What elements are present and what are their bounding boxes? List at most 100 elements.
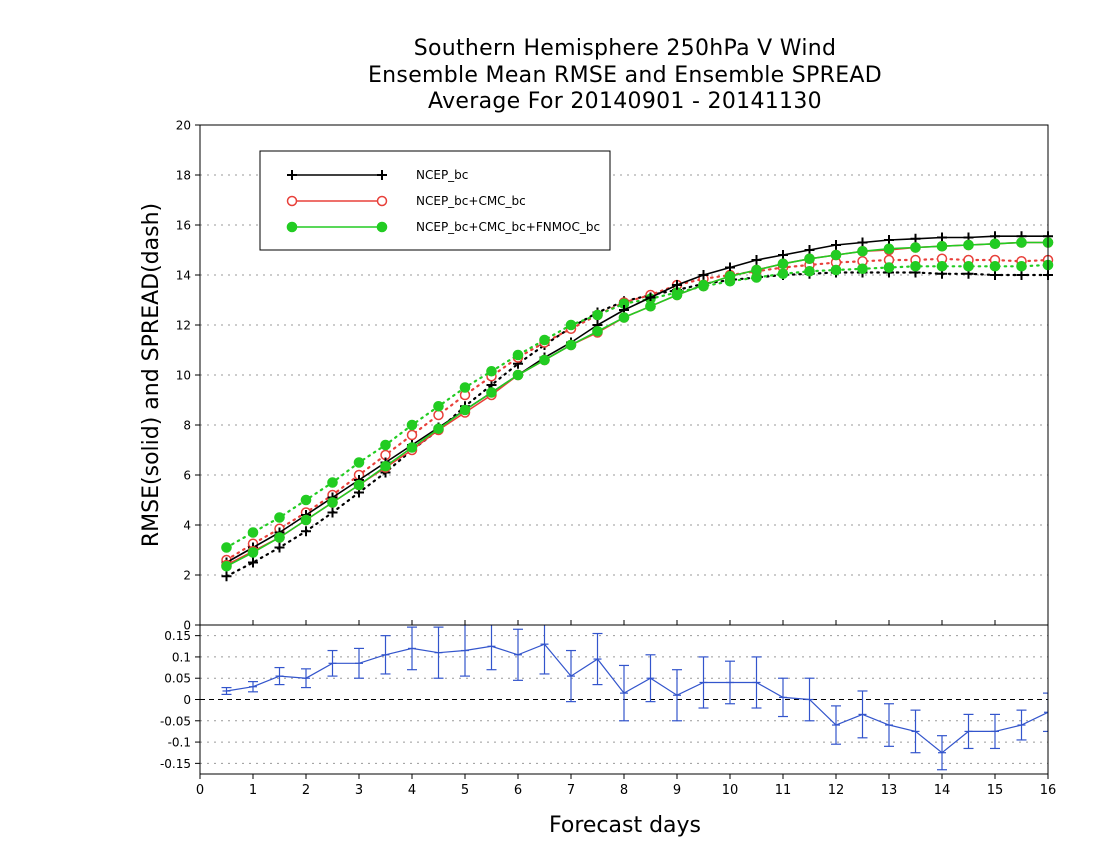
point-solid-0-19 xyxy=(725,262,735,273)
point-solid-2-7 xyxy=(406,442,418,453)
point-solid-2-12 xyxy=(539,354,550,366)
point-dotted-5-28 xyxy=(963,260,974,272)
point-solid-2-2 xyxy=(274,532,285,543)
y-tick-label-20: 20 xyxy=(176,119,191,133)
point-dotted-5-11 xyxy=(512,349,524,361)
point-solid-2-11 xyxy=(512,369,524,381)
point-dotted-5-14 xyxy=(592,309,603,321)
point-dotted-3-0 xyxy=(221,571,232,582)
point-dotted-5-22 xyxy=(804,265,815,277)
point-solid-2-27 xyxy=(936,240,948,252)
point-dotted-5-23 xyxy=(830,264,842,276)
point-solid-0-17 xyxy=(672,280,682,290)
bottom-y-tick-label-3: 0 xyxy=(183,693,191,707)
point-solid-2-0 xyxy=(221,560,232,572)
legend-marker-0-left-shape xyxy=(287,170,297,180)
point-dotted-5-29 xyxy=(989,260,1001,272)
point-dotted-5-0 xyxy=(221,542,232,553)
x-tick-label-4: 4 xyxy=(408,783,416,798)
point-solid-2-26 xyxy=(910,242,921,253)
point-dotted-4-7 xyxy=(406,429,418,441)
point-dotted-5-8 xyxy=(433,400,444,412)
point-solid-0-25 xyxy=(884,235,894,245)
point-dotted-5-26 xyxy=(910,260,921,272)
top-y-axis: 0 2 4 6 8 10 12 14 16 18 20 xyxy=(176,119,200,633)
legend-item-cmc: NCEP_bc+CMC_bc xyxy=(286,194,526,208)
difference-line xyxy=(226,643,1048,754)
bottom-y-tick-label-2: -0.05 xyxy=(160,714,191,728)
series-line-dotted-3 xyxy=(225,271,1050,578)
bottom-y-tick-label-1: -0.1 xyxy=(168,736,191,750)
point-dotted-5-1 xyxy=(247,527,259,538)
point-solid-2-10 xyxy=(486,387,497,398)
series-solid-0 xyxy=(221,231,1053,568)
top-plot-series xyxy=(221,231,1054,582)
point-solid-2-1 xyxy=(247,547,259,558)
bottom-y-tick-label-6: 0.15 xyxy=(164,629,191,643)
y-tick-label-14: 14 xyxy=(176,269,191,283)
y-tick-label-12: 12 xyxy=(176,319,191,333)
legend-marker-2-left-shape xyxy=(286,221,298,233)
legend-marker-ncep-left xyxy=(287,170,297,180)
legend-item-ncep: NCEP_bc xyxy=(287,168,468,182)
point-dotted-3-3 xyxy=(301,526,311,537)
x-tick-label-11: 11 xyxy=(775,783,792,798)
point-solid-2-5 xyxy=(353,479,365,491)
point-dotted-5-5 xyxy=(353,457,365,468)
point-solid-2-13 xyxy=(565,339,577,351)
bottom-y-tick-label-0: -0.15 xyxy=(160,757,191,771)
point-solid-2-18 xyxy=(698,279,709,291)
point-solid-2-9 xyxy=(459,404,471,416)
point-solid-0-23 xyxy=(831,240,841,250)
y-tick-label-8: 8 xyxy=(183,419,191,433)
point-solid-2-17 xyxy=(671,289,683,301)
point-solid-0-21 xyxy=(778,250,788,260)
x-tick-label-8: 8 xyxy=(620,783,628,798)
series-solid-1 xyxy=(221,237,1054,571)
point-dotted-3-29 xyxy=(990,270,1000,280)
point-dotted-3-1 xyxy=(248,557,258,568)
y-tick-label-0: 0 xyxy=(183,619,191,633)
point-dotted-3-4 xyxy=(327,507,338,518)
point-solid-0-22 xyxy=(804,245,815,255)
point-solid-2-22 xyxy=(804,253,815,265)
point-dotted-5-24 xyxy=(857,263,868,275)
point-solid-2-30 xyxy=(1016,237,1027,248)
point-solid-2-6 xyxy=(380,460,391,472)
x-tick-label-0: 0 xyxy=(196,783,204,798)
point-dotted-5-10 xyxy=(486,365,497,377)
series-line-solid-0 xyxy=(226,235,1048,564)
x-tick-label-16: 16 xyxy=(1040,783,1057,798)
point-dotted-3-2 xyxy=(274,542,285,553)
point-solid-2-14 xyxy=(592,325,603,337)
y-tick-label-16: 16 xyxy=(176,219,191,233)
point-solid-2-20 xyxy=(751,264,762,276)
point-solid-2-15 xyxy=(618,312,630,323)
point-solid-2-3 xyxy=(300,514,312,526)
legend-marker-1-right-shape xyxy=(376,195,388,207)
point-solid-0-27 xyxy=(937,232,947,243)
point-dotted-5-3 xyxy=(300,494,312,506)
bottom-y-tick-label-5: 0.1 xyxy=(172,650,191,664)
x-tick-label-15: 15 xyxy=(987,783,1004,798)
series-line-solid-1 xyxy=(226,241,1048,566)
legend-marker-1-left-shape xyxy=(286,195,298,207)
x-tick-label-14: 14 xyxy=(934,783,951,798)
x-axis-label: Forecast days xyxy=(549,813,701,838)
point-dotted-5-27 xyxy=(936,260,948,272)
x-tick-label-7: 7 xyxy=(567,783,575,798)
legend: NCEP_bc NCEP_bc+CMC_bc NCEP_bc+CMC_bc+FN… xyxy=(259,150,611,251)
point-dotted-5-12 xyxy=(539,334,550,346)
x-tick-label-10: 10 xyxy=(722,783,739,798)
x-tick-label-13: 13 xyxy=(881,783,898,798)
legend-label-fnmoc: NCEP_bc+CMC_bc+FNMOC_bc xyxy=(416,220,600,234)
legend-marker-fnmoc-left xyxy=(286,221,298,233)
legend-marker-cmc-left xyxy=(286,195,298,207)
point-solid-2-21 xyxy=(777,258,789,270)
point-dotted-5-4 xyxy=(327,477,338,488)
point-solid-0-24 xyxy=(857,237,868,248)
legend-label-cmc: NCEP_bc+CMC_bc xyxy=(416,194,526,208)
point-dotted-5-2 xyxy=(274,512,285,523)
x-tick-label-12: 12 xyxy=(828,783,845,798)
